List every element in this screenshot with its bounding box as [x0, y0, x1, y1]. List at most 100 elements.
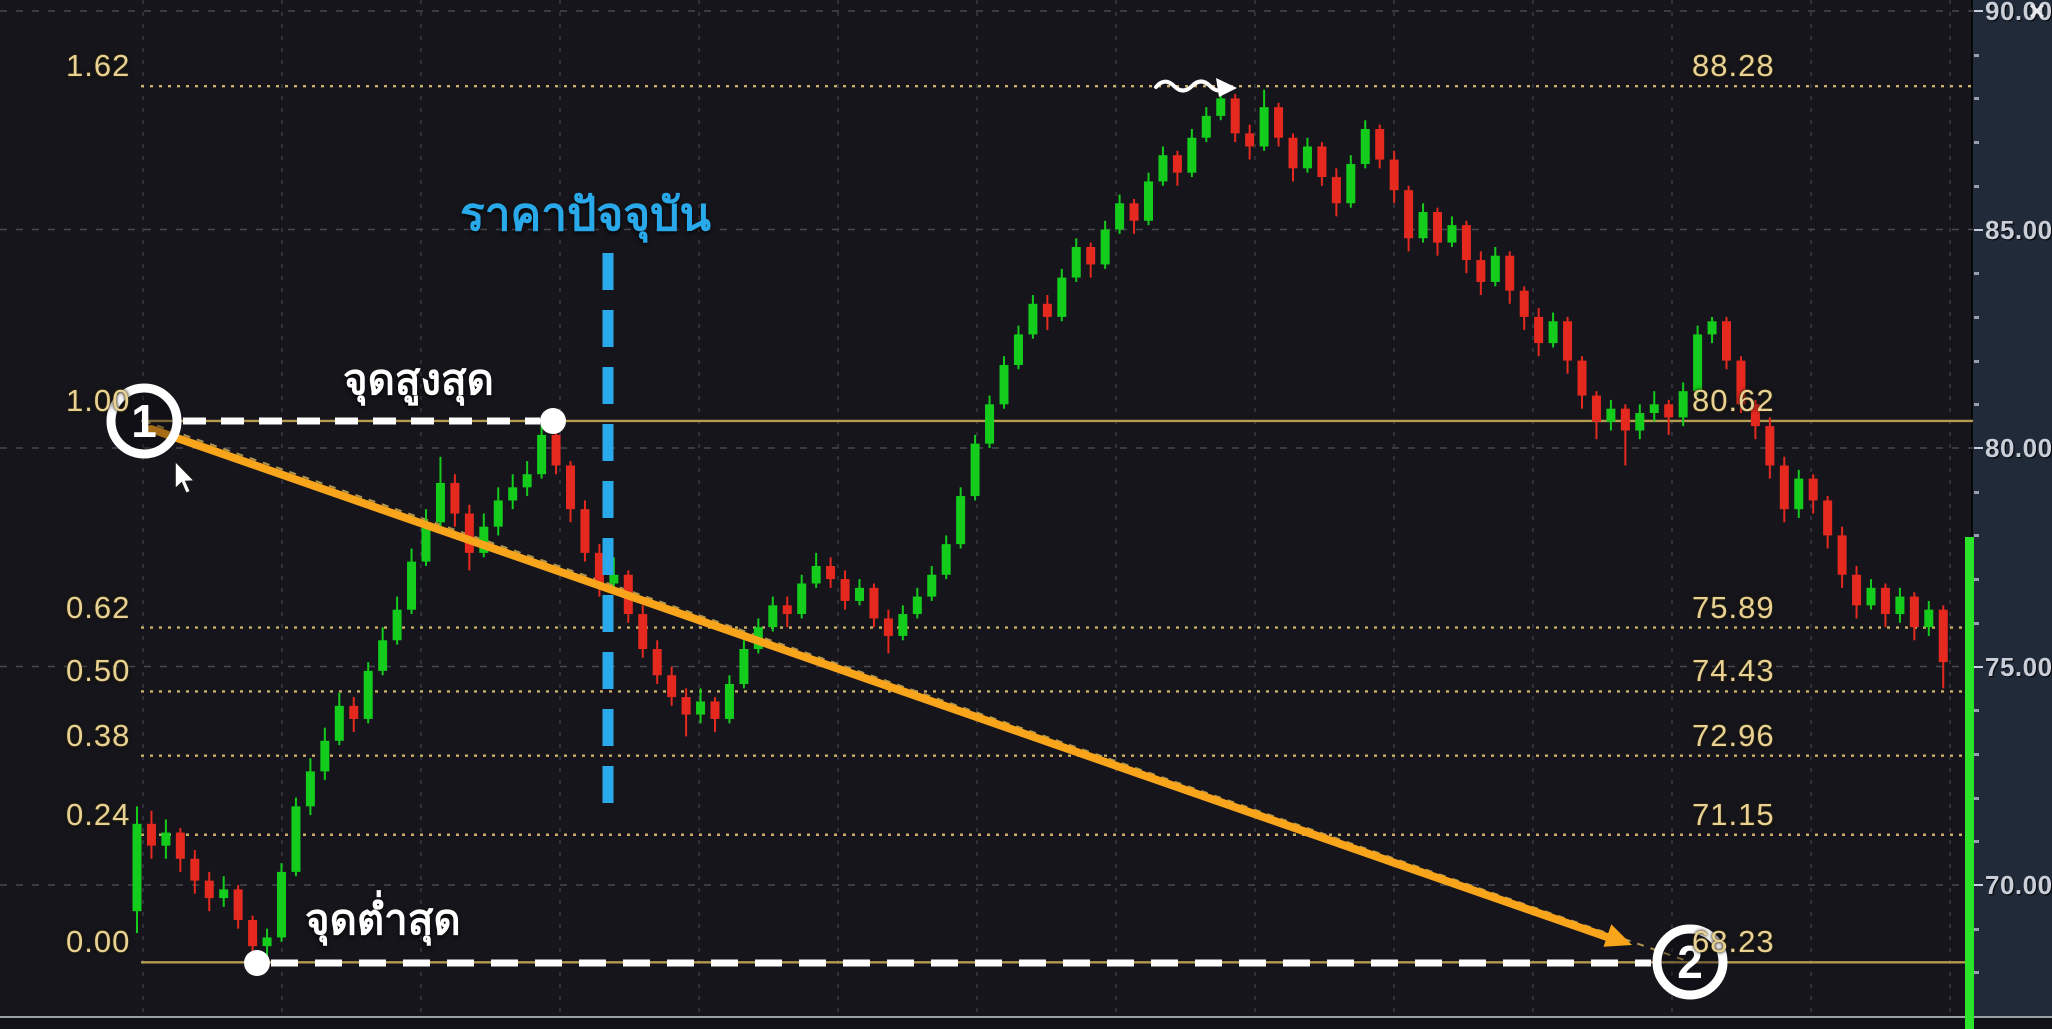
mouse-cursor — [174, 459, 197, 495]
highest-point-dot[interactable] — [540, 408, 566, 434]
candle-body — [522, 474, 532, 488]
candle-body — [1577, 360, 1587, 396]
candle-body — [450, 482, 460, 514]
current-price-label: ราคาปัจจุบัน — [460, 188, 711, 240]
close-icon[interactable]: ✕ — [2027, 0, 2047, 24]
candle-body — [1375, 128, 1385, 160]
y-axis-label: 75.00 — [1985, 651, 2052, 682]
candle-body — [898, 614, 908, 636]
candle-body — [1418, 212, 1428, 239]
candle-body — [1750, 404, 1760, 427]
y-axis-minor-tick — [1974, 840, 1979, 844]
candle-body — [1100, 229, 1110, 265]
trend-arrow-line — [147, 425, 1611, 941]
candle-body — [1476, 260, 1486, 282]
candle-body — [1909, 596, 1919, 628]
candle-body — [1259, 107, 1269, 147]
candle-body — [855, 587, 864, 601]
y-axis-label: 70.00 — [1985, 870, 2052, 900]
y-axis-major-tick — [1974, 10, 1983, 12]
y-axis-minor-tick — [1974, 97, 1979, 101]
candle-body — [1461, 225, 1471, 261]
y-axis-minor-tick — [1974, 796, 1979, 800]
y-axis-major-tick — [1974, 228, 1983, 231]
candle-body — [1880, 587, 1890, 615]
candle-body — [956, 496, 966, 545]
candle-body — [363, 670, 373, 719]
candle-body — [927, 574, 937, 597]
y-axis-minor-tick — [1974, 927, 1979, 931]
candle-body — [1693, 334, 1703, 392]
candle-body — [1548, 321, 1558, 344]
y-axis-major-tick — [1974, 665, 1983, 668]
candle-body — [291, 806, 301, 872]
lowest-point-dot[interactable] — [244, 950, 270, 976]
candle-body — [1245, 133, 1255, 147]
candle-body — [1765, 426, 1775, 466]
candle-body — [1013, 334, 1023, 365]
candle-body — [609, 574, 619, 584]
candle-body — [811, 565, 821, 584]
candle-body — [1678, 391, 1688, 418]
candle-body — [305, 771, 315, 807]
candle-body — [435, 482, 445, 523]
lowest-point-label: จุดต่ำสุด — [305, 896, 461, 943]
fib-price-label: 75.89 — [1692, 589, 1775, 625]
candle-body — [349, 705, 359, 719]
candle-body — [1346, 163, 1356, 204]
candle-body — [696, 701, 706, 715]
candle-body — [161, 832, 171, 846]
fib-ratio-label: 1.00 — [66, 382, 131, 418]
candle-body — [826, 565, 836, 580]
fib-price-label: 80.62 — [1692, 382, 1775, 418]
candle-body — [1635, 413, 1645, 431]
chart-area[interactable] — [0, 0, 1973, 1029]
fib-price-label: 71.15 — [1692, 796, 1775, 832]
y-axis-minor-tick — [1974, 272, 1979, 276]
candle-body — [1129, 203, 1139, 221]
time-axis-strip[interactable] — [0, 1016, 2052, 1029]
candle-body — [580, 509, 590, 553]
green-bar — [1965, 537, 1974, 1029]
candle-body — [1447, 225, 1457, 243]
candle-body — [985, 404, 995, 444]
candle-body — [1317, 146, 1327, 178]
candle-body — [1866, 587, 1876, 606]
point-1-marker[interactable] — [106, 383, 182, 459]
candle-body — [594, 552, 604, 584]
candle-body — [277, 871, 286, 938]
y-axis-minor-tick — [1974, 53, 1979, 57]
candle-body — [840, 579, 850, 601]
candle-body — [1389, 159, 1399, 191]
candle-body — [1172, 155, 1182, 173]
candle-body — [407, 561, 417, 610]
candle-body — [1360, 128, 1370, 164]
candle-body — [1808, 478, 1818, 501]
candle-body — [1722, 321, 1731, 361]
drawing-annotations: 12 — [106, 78, 1728, 1000]
candle-body — [1606, 408, 1616, 422]
y-axis-minor-tick — [1974, 534, 1979, 538]
candle-body — [710, 701, 720, 719]
candle-body — [190, 858, 200, 881]
fib-ratio-label: 0.50 — [66, 653, 131, 689]
y-axis-minor-tick — [1974, 621, 1979, 625]
price-axis[interactable] — [1971, 0, 2052, 1029]
candle-body — [320, 740, 330, 772]
candle-body — [1115, 203, 1125, 230]
candle-body — [768, 605, 778, 628]
fib-price-label: 88.28 — [1692, 48, 1775, 84]
candle-body — [1823, 500, 1833, 536]
candle-body — [912, 596, 922, 615]
candle-body — [970, 443, 980, 497]
fib-price-label: 72.96 — [1692, 717, 1775, 753]
y-axis-minor-tick — [1974, 141, 1979, 145]
candlestick-series — [132, 86, 1948, 963]
candle-body — [883, 618, 893, 636]
point-2-marker[interactable] — [1652, 924, 1728, 1000]
candle-body — [652, 649, 662, 676]
candle-body — [1404, 190, 1414, 239]
candle-body — [1707, 321, 1717, 335]
candle-body — [1620, 408, 1630, 431]
